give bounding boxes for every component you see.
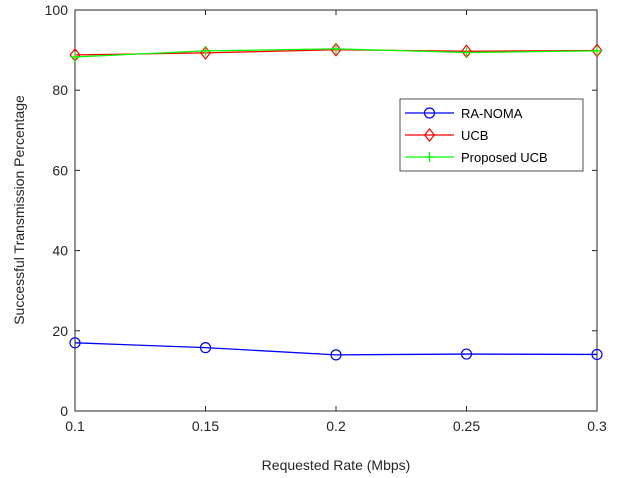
data-point	[461, 47, 472, 58]
y-tick-label: 80	[52, 82, 68, 98]
x-tick-label: 0.25	[453, 418, 480, 434]
legend-label: Proposed UCB	[461, 150, 548, 165]
y-axis-label: Successful Transmission Percentage	[11, 95, 27, 325]
legend-entry: Proposed UCB	[405, 150, 548, 165]
series-layer	[69, 42, 603, 361]
x-tick-labels: 0.1 0.15 0.2 0.25 0.3	[65, 418, 607, 434]
x-tick-label: 0.3	[587, 418, 607, 434]
legend-entry: UCB	[405, 128, 488, 143]
plot-area	[74, 9, 598, 412]
y-tick-label: 20	[52, 323, 68, 339]
legend-label: UCB	[461, 128, 488, 143]
x-tick-label: 0.2	[326, 418, 346, 434]
data-point	[330, 42, 342, 57]
data-point	[199, 342, 212, 354]
plot-frame	[74, 9, 598, 412]
y-tick-label: 40	[52, 243, 68, 259]
legend-marker	[423, 107, 436, 119]
y-tick-label: 0	[60, 403, 68, 419]
data-point	[592, 45, 602, 56]
data-point	[591, 348, 603, 361]
data-point	[591, 43, 603, 58]
series-proposed-ucb	[70, 43, 602, 62]
legend-marker	[424, 152, 435, 162]
legend-entry: RA-NOMA	[405, 106, 523, 121]
data-point	[200, 45, 211, 56]
data-point	[69, 337, 81, 349]
axis-ticks	[74, 9, 598, 412]
x-tick-label: 0.1	[65, 418, 85, 434]
x-axis-label: Requested Rate (Mbps)	[262, 457, 411, 473]
series-line	[74, 342, 598, 356]
data-point	[460, 348, 473, 360]
legend: RA-NOMA UCB Proposed UCB	[399, 98, 584, 172]
data-point	[70, 51, 80, 62]
x-tick-label: 0.15	[192, 418, 219, 434]
data-point	[330, 349, 342, 361]
legend-marker	[423, 128, 436, 142]
y-tick-labels: 0 20 40 60 80 100	[45, 2, 69, 419]
series-ra-noma	[69, 337, 603, 361]
data-point	[331, 43, 341, 54]
legend-label: RA-NOMA	[461, 106, 523, 121]
y-tick-label: 60	[52, 162, 68, 178]
y-tick-label: 100	[45, 2, 69, 18]
